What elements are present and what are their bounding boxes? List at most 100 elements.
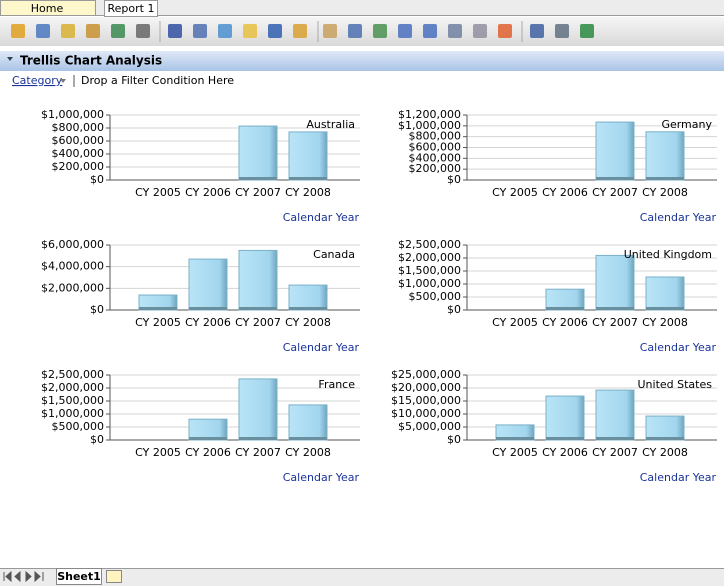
- y-tick-label: $1,500,000: [398, 264, 461, 277]
- x-tick-label: CY 2005: [492, 316, 538, 329]
- toolbar-icons: [11, 21, 594, 42]
- y-tick-label: $200,000: [409, 162, 462, 175]
- toolbar-button[interactable]: [398, 24, 412, 38]
- bar: [288, 404, 328, 441]
- home-tab[interactable]: [0, 0, 96, 16]
- y-tick-label: $400,000: [409, 151, 462, 164]
- bar-base: [289, 437, 327, 440]
- bar-base: [646, 437, 684, 440]
- bar-base: [596, 437, 634, 440]
- toolbar-button[interactable]: [423, 24, 437, 38]
- x-tick-label: CY 2006: [185, 446, 231, 459]
- y-tick-label: $400,000: [52, 147, 105, 160]
- toolbar-button[interactable]: [473, 24, 487, 38]
- toolbar-button[interactable]: [530, 24, 544, 38]
- sheet-tab[interactable]: [56, 568, 102, 585]
- collapse-arrow[interactable]: [7, 57, 13, 61]
- tab-strip: [0, 0, 724, 16]
- chart-title: France: [318, 378, 355, 391]
- x-tick-label: CY 2006: [542, 186, 588, 199]
- bar: [238, 125, 278, 181]
- x-tick-label: CY 2008: [285, 446, 331, 459]
- sheet-bar: [0, 568, 724, 586]
- toolbar-button[interactable]: [193, 24, 207, 38]
- x-tick-label: CY 2007: [592, 316, 638, 329]
- report-tab[interactable]: [104, 0, 158, 17]
- bar: [545, 288, 585, 311]
- x-tick-label: CY 2005: [135, 446, 181, 459]
- y-tick-label: $600,000: [409, 141, 462, 154]
- y-tick-label: $0: [447, 303, 461, 316]
- filter-placeholder: Drop a Filter Condition Here: [81, 74, 234, 87]
- toolbar-button[interactable]: [218, 24, 232, 38]
- x-tick-label: CY 2005: [492, 446, 538, 459]
- y-tick-label: $0: [447, 433, 461, 446]
- x-tick-label: CY 2008: [285, 316, 331, 329]
- bar-base: [289, 177, 327, 180]
- toolbar-button[interactable]: [111, 24, 125, 38]
- bar-base: [239, 177, 277, 180]
- bar: [288, 131, 328, 181]
- toolbar-button[interactable]: [61, 24, 75, 38]
- bar: [645, 276, 685, 311]
- y-tick-label: $2,500,000: [41, 368, 104, 381]
- x-tick-label: CY 2006: [185, 316, 231, 329]
- toolbar-button[interactable]: [268, 24, 282, 38]
- bar: [238, 378, 278, 441]
- x-axis-label: Calendar Year: [283, 471, 360, 484]
- x-axis-label: Calendar Year: [640, 471, 717, 484]
- toolbar-button[interactable]: [36, 24, 50, 38]
- y-tick-label: $25,000,000: [391, 368, 461, 381]
- toolbar-button[interactable]: [373, 24, 387, 38]
- x-tick-label: CY 2007: [592, 186, 638, 199]
- bar-base: [646, 307, 684, 310]
- bar-base: [646, 177, 684, 180]
- bar: [595, 254, 635, 311]
- x-tick-label: CY 2005: [135, 316, 181, 329]
- toolbar-button[interactable]: [498, 24, 512, 38]
- x-tick-label: CY 2007: [592, 446, 638, 459]
- tab-label[interactable]: Report 1: [108, 2, 155, 15]
- y-tick-label: $800,000: [52, 121, 105, 134]
- tab-label[interactable]: Home: [31, 2, 64, 15]
- toolbar-button[interactable]: [555, 24, 569, 38]
- sheet-tab-label[interactable]: Sheet1: [57, 570, 101, 583]
- bar-base: [596, 307, 634, 310]
- x-tick-label: CY 2005: [492, 186, 538, 199]
- x-tick-label: CY 2006: [185, 186, 231, 199]
- y-tick-label: $10,000,000: [391, 407, 461, 420]
- section-header: [0, 51, 724, 71]
- x-axis-label: Calendar Year: [640, 341, 717, 354]
- y-tick-label: $1,000,000: [41, 407, 104, 420]
- y-tick-label: $5,000,000: [398, 420, 461, 433]
- toolbar-button[interactable]: [86, 24, 100, 38]
- toolbar-button[interactable]: [580, 24, 594, 38]
- bar: [595, 389, 635, 441]
- y-tick-label: $0: [90, 303, 104, 316]
- bar: [188, 258, 228, 311]
- toolbar-button[interactable]: [136, 24, 150, 38]
- bar-base: [289, 307, 327, 310]
- new-sheet[interactable]: [106, 570, 122, 583]
- toolbar-button[interactable]: [293, 24, 307, 38]
- bar: [645, 131, 685, 181]
- bar: [545, 395, 585, 441]
- chart-title: Canada: [313, 248, 355, 261]
- toolbar-button[interactable]: [243, 24, 257, 38]
- y-tick-label: $1,200,000: [398, 108, 461, 121]
- toolbar-button[interactable]: [168, 24, 182, 38]
- x-tick-label: CY 2007: [235, 316, 281, 329]
- x-tick-label: CY 2007: [235, 186, 281, 199]
- chart-title: United States: [638, 378, 713, 391]
- y-tick-label: $20,000,000: [391, 381, 461, 394]
- toolbar-button[interactable]: [11, 24, 25, 38]
- filter-dropdown[interactable]: [60, 79, 66, 83]
- sheet-nav[interactable]: [3, 570, 44, 583]
- toolbar-button[interactable]: [323, 24, 337, 38]
- toolbar-button[interactable]: [348, 24, 362, 38]
- bar: [288, 284, 328, 311]
- section-title: Trellis Chart Analysis: [20, 54, 162, 68]
- toolbar-button[interactable]: [448, 24, 462, 38]
- filter-field[interactable]: Category: [12, 74, 63, 87]
